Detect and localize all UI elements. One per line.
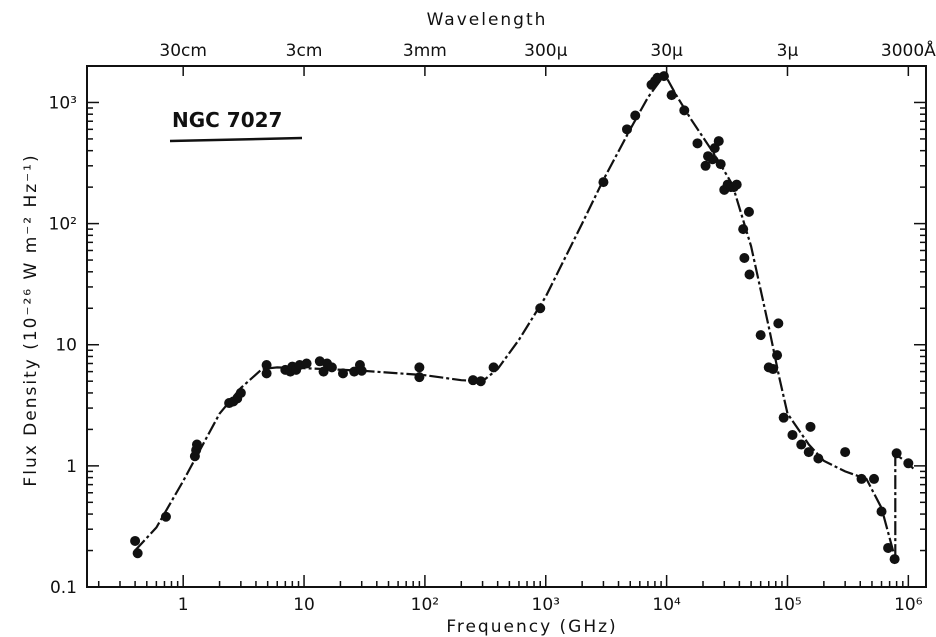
- data-point: [467, 375, 478, 386]
- plot-frame: [86, 65, 927, 588]
- top-axis-title: Wavelength: [427, 10, 548, 30]
- data-point: [666, 90, 677, 101]
- data-point: [301, 358, 312, 369]
- data-point: [414, 372, 425, 383]
- data-point: [796, 439, 807, 450]
- data-point: [743, 206, 754, 217]
- data-point: [903, 458, 914, 469]
- data-point: [337, 368, 348, 379]
- data-point: [261, 360, 272, 371]
- object-label: NGC 7027: [172, 108, 282, 132]
- data-point: [692, 138, 703, 149]
- data-point: [356, 365, 367, 376]
- data-point: [535, 303, 546, 314]
- x-tick-label: 10³: [532, 595, 560, 615]
- data-point: [318, 366, 329, 377]
- y-axis-title: Flux Density (10⁻²⁶ W m⁻² Hz⁻¹): [21, 153, 41, 486]
- data-point: [488, 362, 499, 373]
- data-point: [713, 136, 724, 147]
- top-tick-label: 30μ: [650, 41, 683, 61]
- data-point: [326, 362, 337, 373]
- data-point: [891, 448, 902, 459]
- data-point: [738, 224, 749, 235]
- data-point: [658, 71, 669, 82]
- y-tick-label: 0.1: [50, 578, 77, 598]
- data-point: [772, 350, 783, 361]
- top-tick-label: 3000Å: [881, 39, 936, 61]
- top-tick-label: 3μ: [777, 41, 799, 61]
- x-tick-label: 1: [178, 595, 189, 615]
- data-point: [261, 368, 272, 379]
- data-point: [813, 453, 824, 464]
- data-point: [414, 362, 425, 373]
- data-point: [787, 429, 798, 440]
- data-point: [805, 421, 816, 432]
- data-point: [715, 159, 726, 170]
- data-point: [621, 124, 632, 135]
- data-point: [700, 160, 711, 171]
- data-point: [744, 269, 755, 280]
- data-point: [160, 511, 171, 522]
- x-axis: 1 10 10² 10³ 10⁴ 10⁵ 10⁶: [97, 575, 923, 615]
- data-point: [132, 548, 143, 559]
- data-point: [598, 177, 609, 188]
- data-point: [739, 253, 750, 264]
- data-point: [803, 447, 814, 458]
- data-point: [630, 110, 641, 121]
- object-label-underline: [169, 136, 303, 143]
- data-point: [707, 154, 718, 165]
- data-point: [768, 364, 779, 375]
- y-tick-label: 1: [66, 457, 77, 477]
- data-point: [876, 506, 887, 517]
- data-point: [235, 387, 246, 398]
- x-tick-label: 10²: [411, 595, 439, 615]
- data-point: [130, 535, 141, 546]
- top-tick-label: 3cm: [286, 41, 323, 61]
- data-point: [856, 473, 867, 484]
- x-axis-title: Frequency (GHz): [446, 617, 617, 637]
- data-point: [889, 554, 900, 565]
- data-point: [883, 542, 894, 553]
- data-point: [475, 376, 486, 387]
- data-point: [679, 105, 690, 116]
- fit-curve: [134, 76, 915, 560]
- data-point: [349, 366, 360, 377]
- data-point: [731, 179, 742, 190]
- data-point: [191, 439, 202, 450]
- y-tick-label: 10: [55, 336, 77, 356]
- data-point: [840, 447, 851, 458]
- data-point: [869, 473, 880, 484]
- x-tick-label: 10⁴: [652, 595, 681, 615]
- y-axis: 0.1 1 10 10² 10³: [49, 65, 926, 598]
- x-tick-label: 10⁶: [894, 595, 923, 615]
- y-tick-label: 10²: [49, 215, 77, 235]
- x-tick-label: 10⁵: [773, 595, 801, 615]
- top-axis: 30cm 3cm 3mm 300μ 30μ 3μ 3000Å: [159, 39, 936, 76]
- plot-border: [86, 65, 927, 588]
- data-point: [755, 330, 766, 341]
- top-tick-label: 30cm: [159, 41, 207, 61]
- data-points: [130, 71, 914, 565]
- x-tick-label: 10: [293, 595, 315, 615]
- top-tick-label: 300μ: [524, 41, 567, 61]
- top-tick-label: 3mm: [403, 41, 447, 61]
- data-point: [778, 412, 789, 423]
- data-point: [773, 318, 784, 329]
- y-tick-label: 10³: [49, 93, 77, 113]
